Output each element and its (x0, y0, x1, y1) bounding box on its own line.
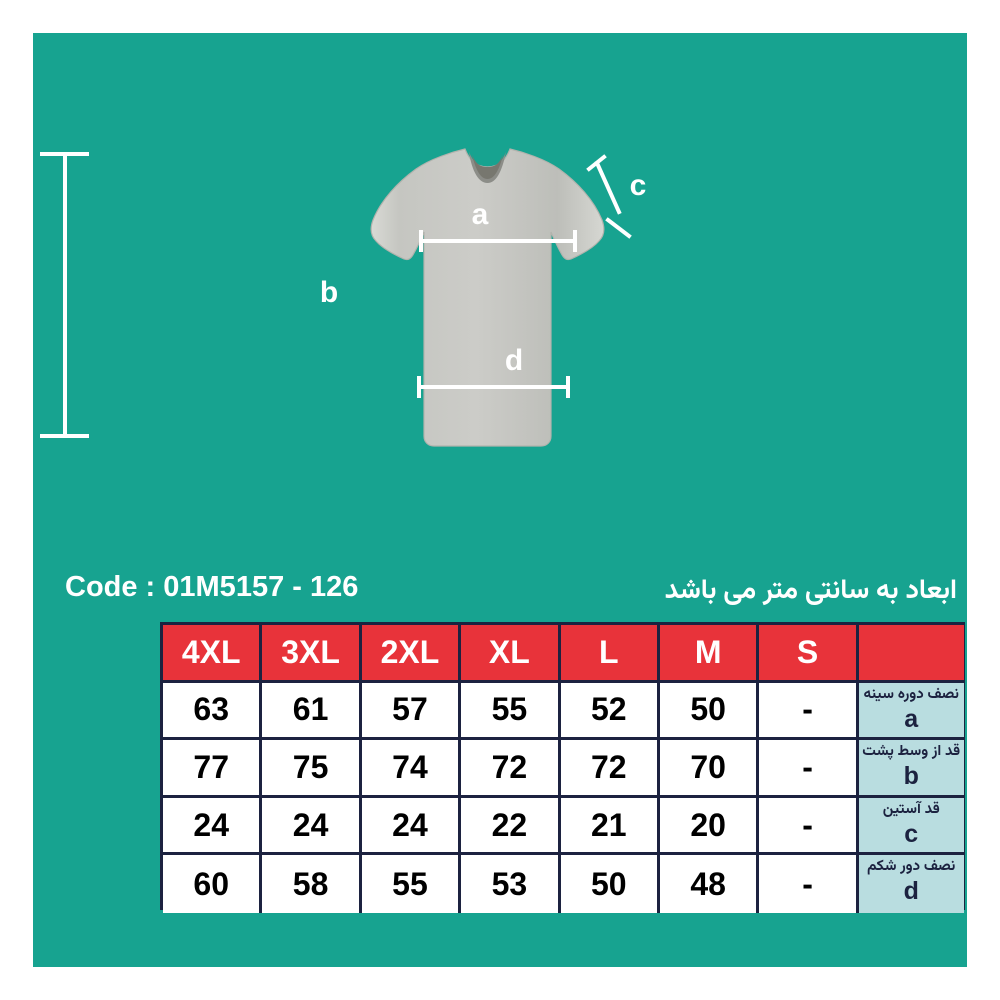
svg-text:c: c (630, 169, 647, 202)
svg-text:d: d (505, 344, 523, 377)
svg-text:Code : 01M5157 - 126: Code : 01M5157 - 126 (65, 571, 358, 603)
svg-text:b: b (320, 276, 338, 309)
svg-text:a: a (472, 198, 489, 231)
